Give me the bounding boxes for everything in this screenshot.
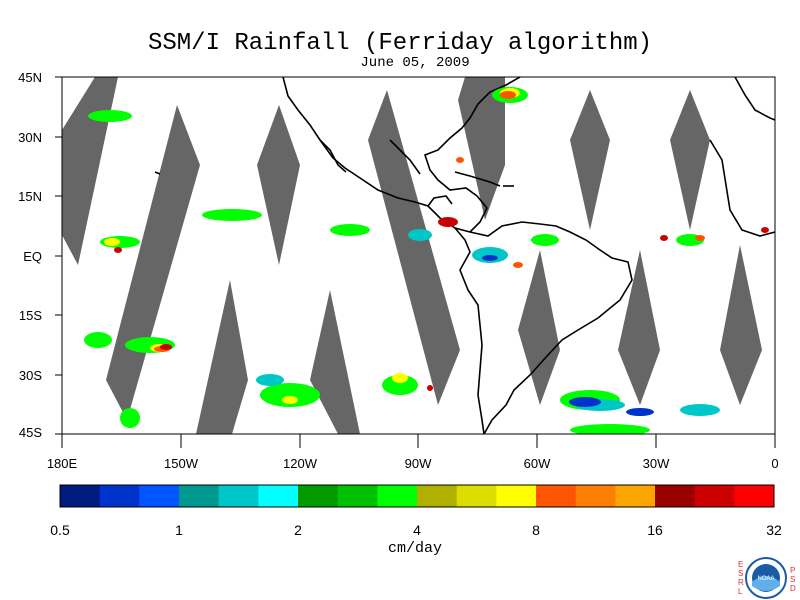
- lake-line: [389, 139, 421, 175]
- colorbar-tick-label: 4: [413, 522, 421, 538]
- coastlines: [154, 77, 775, 434]
- baja-coast: [319, 139, 347, 173]
- map-plot-area: [62, 77, 790, 434]
- lat-label: 30S: [18, 368, 42, 383]
- africa-coast: [709, 139, 775, 237]
- lon-label: 0: [771, 456, 779, 471]
- lat-label: EQ: [23, 249, 42, 264]
- swath-gap: [618, 250, 660, 405]
- swath-gap: [310, 290, 360, 434]
- south-america-coast: [454, 221, 633, 434]
- map-date: June 05, 2009: [360, 55, 470, 71]
- swath-gap: [368, 90, 460, 405]
- rain-patches: [84, 87, 769, 434]
- hawaii: [154, 171, 161, 175]
- colorbar-tick-label: 1: [175, 522, 183, 538]
- lon-label: 90W: [404, 456, 432, 471]
- lat-label: 15S: [18, 308, 42, 323]
- lat-label: 15N: [18, 189, 42, 204]
- north-america-coast: [282, 77, 521, 233]
- lon-label: 120W: [283, 456, 317, 471]
- swath-gap: [570, 90, 610, 230]
- colorbar-tick-label: 2: [294, 522, 302, 538]
- lon-label: 30W: [642, 456, 670, 471]
- europe-coast: [734, 77, 775, 121]
- yucatan-coast: [427, 195, 453, 207]
- rain-patch-red: [114, 217, 769, 391]
- lat-label: 30N: [18, 130, 42, 145]
- swath-gap: [257, 105, 300, 265]
- swath-gap: [775, 135, 790, 180]
- rain-patch-cyan: [256, 229, 720, 416]
- swath-gap: [720, 245, 762, 405]
- swath-gap: [458, 77, 505, 220]
- cuba: [454, 171, 501, 187]
- swath-gap: [670, 90, 710, 230]
- swath-gap: [62, 77, 118, 265]
- lat-label: 45N: [18, 70, 42, 85]
- lat-label: 45S: [18, 425, 42, 440]
- noaa-logo-icon: NOAA: [745, 557, 787, 599]
- lon-label: 60W: [523, 456, 551, 471]
- colorbar-tick-label: 32: [766, 522, 782, 538]
- colorbar-tick-label: 0.5: [50, 522, 70, 538]
- colorbar-tick-label: 8: [532, 522, 540, 538]
- swath-gap: [196, 280, 248, 434]
- axis-ticks: [55, 76, 776, 448]
- logo-center-text: NOAA: [757, 576, 774, 582]
- colorbar-units: cm/day: [387, 540, 442, 557]
- lon-label: 150W: [164, 456, 198, 471]
- lon-label: 180E: [46, 456, 78, 471]
- swath-gap: [518, 250, 560, 405]
- colorbar-tick-label: 16: [647, 522, 663, 538]
- map-title: SSM/I Rainfall (Ferriday algorithm): [147, 30, 653, 57]
- rain-patch-blue: [482, 255, 654, 416]
